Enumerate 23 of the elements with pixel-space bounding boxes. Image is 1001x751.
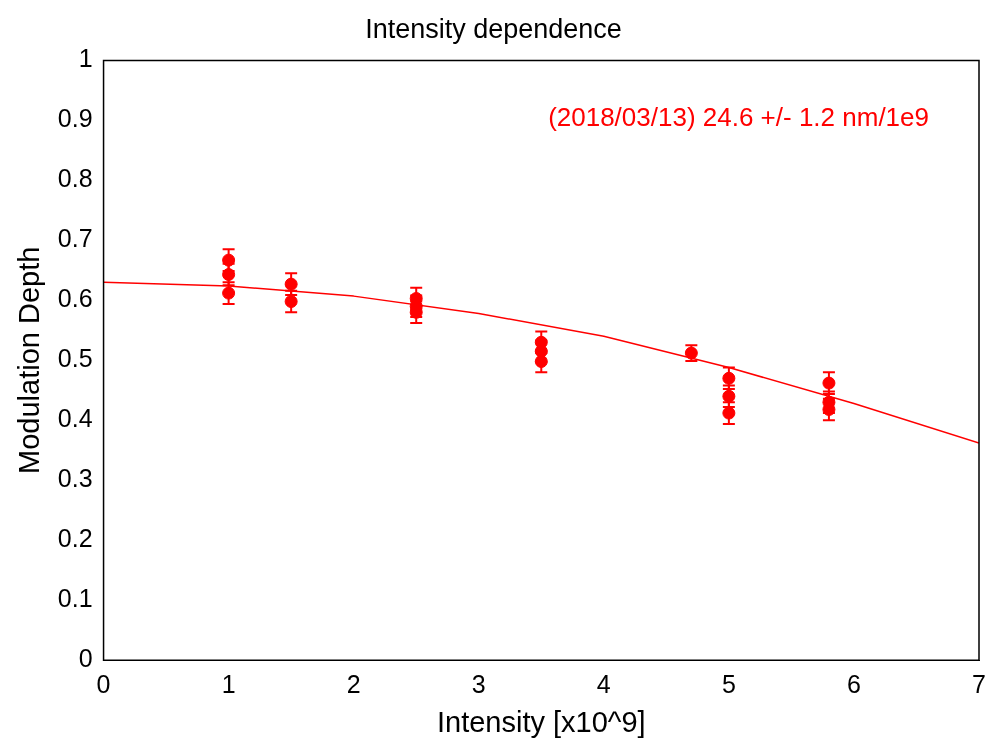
y-tick-label: 0	[78, 644, 93, 673]
y-tick-label: 0.1	[57, 584, 93, 613]
chart-title: Intensity dependence	[365, 13, 622, 44]
x-tick-label: 3	[471, 670, 486, 699]
y-tick-label: 0.4	[57, 404, 93, 433]
x-tick-label: 2	[346, 670, 361, 699]
x-tick-label: 5	[721, 670, 736, 699]
y-tick-label: 1	[78, 44, 93, 73]
y-tick-label: 0.7	[57, 224, 93, 253]
y-tick-label: 0.5	[57, 344, 93, 373]
y-tick-label: 0.3	[57, 464, 93, 493]
x-tick-label: 4	[596, 670, 611, 699]
y-tick-label: 0.9	[57, 104, 93, 133]
x-tick-label: 7	[972, 670, 986, 699]
x-axis-title: Intensity [x10^9]	[436, 705, 646, 738]
y-tick-label: 0.8	[57, 164, 93, 193]
x-tick-label: 6	[846, 670, 861, 699]
y-tick-label: 0.2	[57, 524, 93, 553]
x-tick-label: 1	[221, 670, 236, 699]
x-tick-label: 0	[96, 670, 111, 699]
annotation: (2018/03/13) 24.6 +/- 1.2 nm/1e9	[548, 101, 929, 132]
y-axis-title: Modulation Depth	[13, 246, 46, 474]
y-tick-label: 0.6	[57, 284, 93, 313]
